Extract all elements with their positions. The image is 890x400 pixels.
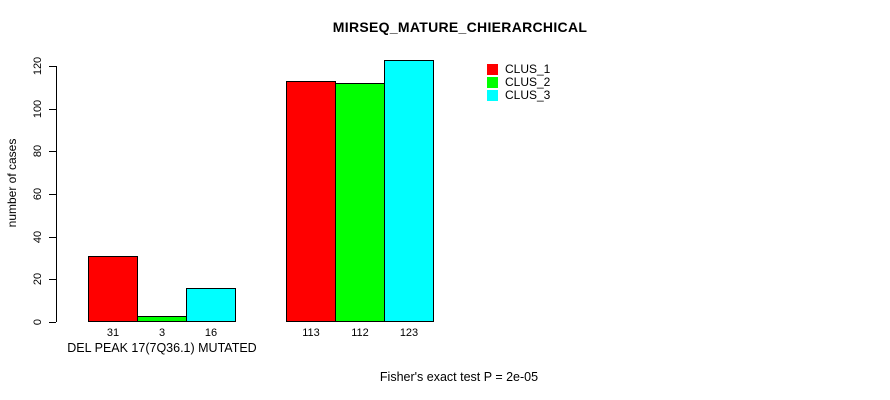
bar-value-label: 31 — [106, 327, 120, 339]
y-tick-label: 40 — [32, 230, 44, 243]
y-axis-label: number of cases — [5, 138, 19, 228]
legend: CLUS_1 CLUS_2 CLUS_3 — [487, 63, 550, 102]
y-tick-label: 60 — [32, 187, 44, 201]
legend-row: CLUS_2 — [487, 76, 550, 89]
bar-value-label: 112 — [351, 327, 369, 339]
bar-value-label: 123 — [399, 327, 419, 339]
bar-clus_2-group2 — [335, 83, 385, 322]
bar-clus_1-group2 — [286, 81, 336, 322]
bar-clus_2-group1 — [137, 316, 187, 322]
y-tick-label: 0 — [32, 318, 44, 326]
bar-clus_3-group2 — [384, 60, 434, 322]
x-group-label: DEL PEAK 17(7Q36.1) MUTATED — [67, 341, 257, 355]
y-tick-mark — [49, 279, 56, 281]
bar-value-label: 16 — [204, 327, 218, 339]
y-tick-mark — [49, 151, 56, 153]
fisher-test-annotation: Fisher's exact test P = 2e-05 — [379, 370, 539, 384]
bar-value-label: 3 — [158, 327, 166, 339]
chart-title: MIRSEQ_MATURE_CHIERARCHICAL — [332, 19, 588, 35]
bar-clus_1-group1 — [88, 256, 138, 322]
legend-swatch-clus_2 — [487, 77, 498, 88]
y-tick-label: 80 — [32, 145, 44, 158]
y-axis-line — [56, 66, 57, 322]
y-tick-mark — [49, 236, 56, 238]
legend-swatch-clus_3 — [487, 90, 498, 101]
y-tick-label: 120 — [32, 56, 44, 76]
legend-row: CLUS_1 — [487, 63, 550, 76]
y-tick-mark — [49, 194, 56, 195]
legend-label: CLUS_3 — [505, 88, 551, 102]
y-tick-mark — [49, 66, 56, 67]
legend-label: CLUS_2 — [505, 75, 551, 89]
y-tick-label: 20 — [32, 273, 44, 286]
y-tick-label: 100 — [32, 99, 44, 118]
bar-clus_3-group1 — [186, 288, 236, 322]
legend-swatch-clus_1 — [487, 64, 498, 75]
y-tick-mark — [49, 322, 56, 323]
legend-label: CLUS_1 — [505, 62, 551, 76]
bar-value-label: 113 — [302, 327, 320, 339]
legend-row: CLUS_3 — [487, 89, 550, 102]
y-tick-mark — [49, 108, 56, 110]
